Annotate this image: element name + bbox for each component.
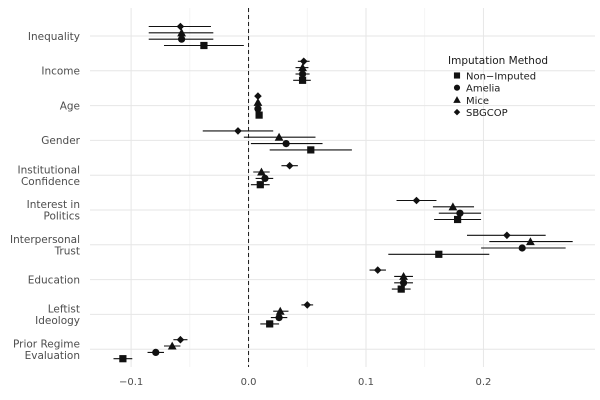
estimate-inequality-amelia — [178, 35, 186, 43]
y-label-line: Institutional — [18, 164, 81, 176]
estimate-education-non-imputed — [397, 285, 405, 293]
estimate-age-non-imputed — [255, 111, 263, 119]
estimate-gender-amelia — [282, 140, 290, 148]
estimate-interpersonal-trust-mice — [526, 237, 535, 246]
estimate-inequality-non-imputed — [200, 41, 208, 50]
estimate-leftist-ideology-sbgcop — [303, 301, 312, 309]
estimate-income-non-imputed — [298, 76, 307, 84]
y-label-line: Politics — [44, 211, 81, 223]
estimate-leftist-ideology-mice — [275, 306, 285, 315]
legend-label-mice: Mice — [466, 96, 489, 107]
estimate-prior-regime-evaluation-amelia — [152, 348, 160, 356]
estimate-interest-in-politics-mice — [448, 202, 458, 211]
estimate-interest-in-politics-amelia — [456, 209, 464, 217]
estimate-interpersonal-trust-amelia — [518, 244, 526, 252]
estimate-prior-regime-evaluation-sbgcop — [176, 335, 185, 344]
estimate-income-mice — [298, 63, 307, 72]
x-axis-ticks: −0.1 0.0 0.1 0.2 — [119, 377, 491, 388]
estimate-interpersonal-trust-non-imputed — [435, 250, 443, 258]
y-axis-labels: Inequality Income Age Gender Institutional Co… — [10, 31, 81, 362]
estimate-interest-in-politics-non-imputed — [453, 215, 462, 224]
estimate-leftist-ideology-non-imputed — [266, 320, 274, 328]
legend-key-mice — [453, 96, 461, 103]
x-tick-label: −0.1 — [119, 377, 143, 388]
y-label-leftist-ideology: Leftist Ideology — [35, 303, 80, 327]
y-label-line: Interpersonal — [10, 234, 80, 246]
estimate-age-mice — [253, 98, 263, 106]
estimate-interpersonal-trust-sbgcop — [503, 231, 511, 240]
y-label-prior-regime-evaluation: Prior Regime Evaluation — [13, 338, 80, 362]
y-label-line: Ideology — [35, 315, 80, 327]
y-label-line: Gender — [41, 135, 80, 147]
estimate-education-amelia — [399, 279, 408, 287]
estimate-interest-in-politics-sbgcop — [412, 196, 421, 205]
estimate-gender-sbgcop — [234, 127, 242, 135]
y-label-line: Trust — [54, 245, 80, 257]
y-label-line: Evaluation — [25, 350, 80, 362]
legend-key-amelia — [453, 84, 461, 91]
y-label-institutional-confidence: Institutional Confidence — [18, 164, 81, 188]
legend-label-amelia: Amelia — [466, 84, 500, 95]
point-estimates — [119, 22, 535, 363]
x-tick-label: 0.0 — [241, 377, 257, 388]
y-label-line: Interest in — [27, 199, 80, 211]
legend-key-non-imputed — [453, 72, 461, 79]
x-tick-label: 0.1 — [358, 377, 374, 388]
estimate-gender-mice — [274, 132, 284, 141]
estimate-institutional-confidence-mice — [257, 167, 266, 176]
y-label-line: Age — [60, 100, 80, 112]
estimate-institutional-confidence-sbgcop — [285, 161, 294, 170]
estimate-gender-non-imputed — [307, 146, 315, 154]
legend-label-sbgcop: SBGCOP — [466, 108, 508, 119]
estimate-income-sbgcop — [299, 57, 308, 66]
estimate-income-amelia — [298, 70, 307, 78]
estimate-prior-regime-evaluation-mice — [167, 341, 177, 350]
legend-key-sbgcop — [453, 108, 461, 116]
grid-lines — [90, 8, 595, 367]
y-label-line: Leftist — [48, 303, 80, 315]
y-label-interest-in-politics: Interest in Politics — [27, 199, 80, 223]
y-label-line: Income — [41, 66, 80, 78]
y-label-inequality: Inequality — [28, 31, 80, 43]
legend-title: Imputation Method — [448, 55, 548, 67]
estimate-age-sbgcop — [254, 92, 262, 100]
estimate-institutional-confidence-non-imputed — [256, 181, 264, 189]
estimate-prior-regime-evaluation-non-imputed — [119, 355, 127, 363]
y-label-line: Education — [28, 274, 80, 286]
legend-label-non-imputed: Non−Imputed — [466, 72, 536, 83]
y-label-line: Prior Regime — [13, 338, 80, 350]
y-label-age: Age — [60, 100, 80, 112]
estimate-inequality-sbgcop — [176, 22, 185, 31]
y-label-income: Income — [41, 66, 80, 78]
estimate-institutional-confidence-amelia — [261, 174, 269, 182]
y-label-education: Education — [28, 274, 80, 286]
estimate-inequality-mice — [177, 28, 187, 37]
estimate-education-sbgcop — [373, 266, 382, 274]
estimate-age-amelia — [254, 105, 262, 113]
x-tick-label: 0.2 — [475, 377, 491, 388]
y-label-line: Inequality — [28, 31, 80, 43]
y-label-interpersonal-trust: Interpersonal Trust — [10, 234, 80, 258]
y-label-line: Confidence — [21, 176, 80, 188]
estimate-leftist-ideology-amelia — [275, 314, 283, 322]
y-label-gender: Gender — [41, 135, 80, 147]
legend: Imputation Method Non−ImputedAmeliaMiceS… — [448, 55, 548, 119]
estimate-education-mice — [399, 272, 408, 280]
